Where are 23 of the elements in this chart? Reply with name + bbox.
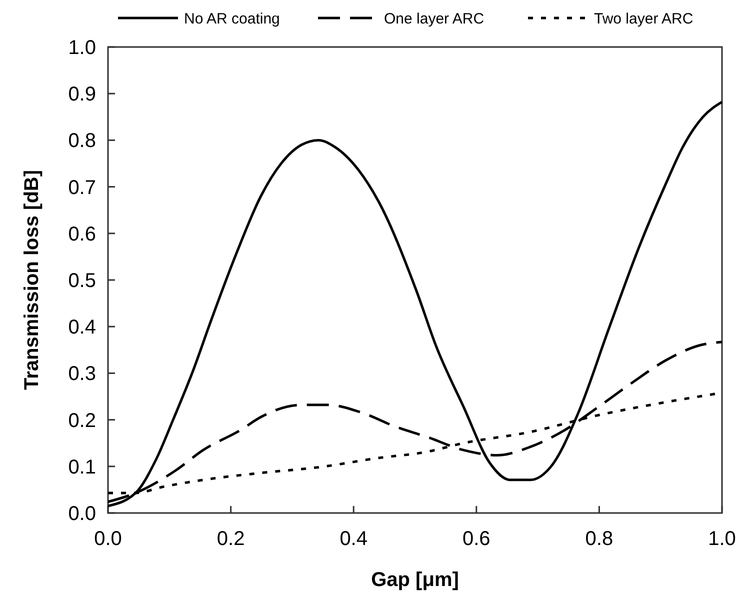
x-tick-label: 0.6	[462, 528, 490, 550]
y-tick-label: 0.3	[68, 363, 96, 386]
x-tick-label: 1.0	[708, 528, 736, 550]
x-tick-label: 0.2	[216, 528, 245, 550]
y-tick-label: 0.9	[68, 84, 96, 106]
y-axis-title: Transmission loss [dB]	[21, 170, 43, 390]
y-tick-label: 0.4	[68, 316, 96, 339]
y-tick-label: 1.0	[68, 37, 96, 59]
legend-label: One layer ARC	[384, 10, 484, 28]
line-series	[108, 100, 724, 508]
y-tick-label: 0.0	[68, 503, 96, 525]
x-axis-title: Gap [μm]	[371, 569, 459, 591]
y-tick-label: 0.7	[68, 176, 96, 199]
legend-label: Two layer ARC	[594, 10, 694, 28]
x-tick-label: 0.4	[340, 528, 368, 550]
y-tick-label: 0.1	[68, 456, 96, 478]
y-tick-label: 0.5	[68, 270, 96, 292]
y-tick-label: 0.6	[68, 223, 96, 246]
x-tick-label: 0.0	[94, 528, 122, 550]
y-tick-label: 0.8	[68, 130, 96, 152]
legend-label: No AR coating	[184, 10, 280, 28]
y-tick-label: 0.2	[68, 410, 96, 432]
x-tick-label: 0.8	[585, 528, 614, 550]
